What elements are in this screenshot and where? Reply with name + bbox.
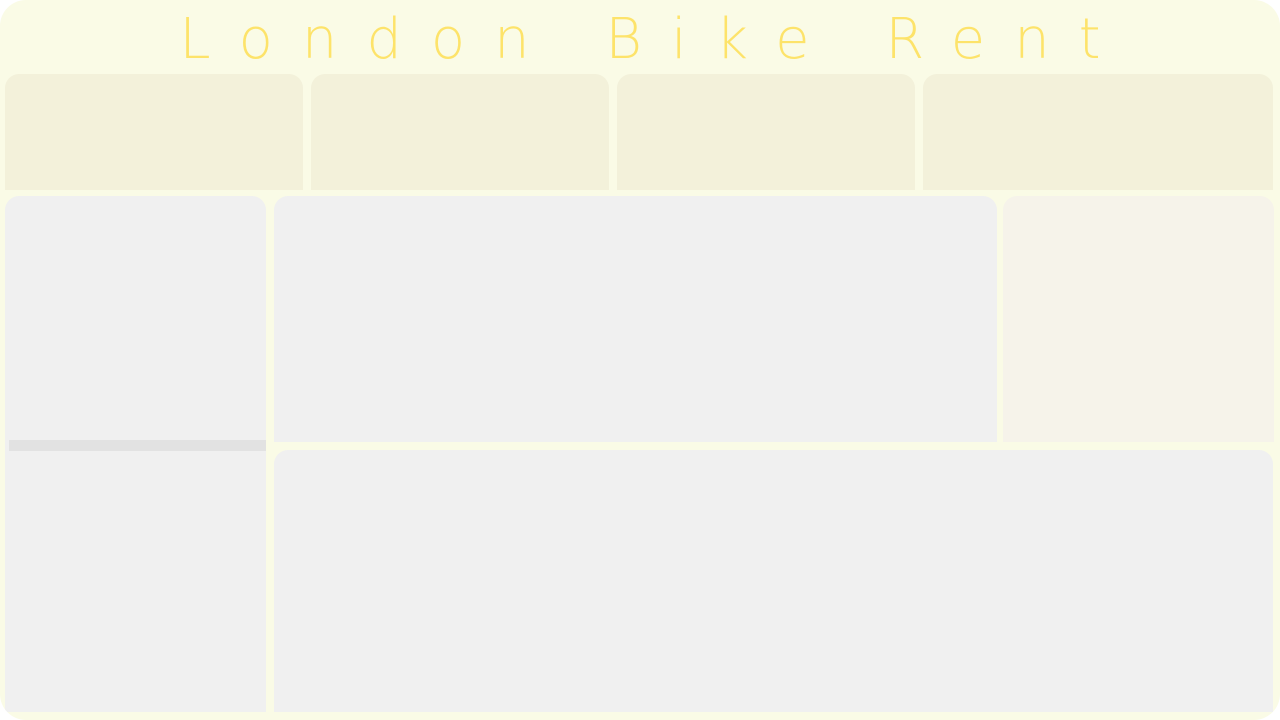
kpi-card-1	[5, 74, 303, 190]
page-title: London Bike Rent	[179, 7, 1130, 72]
bottom-chart-panel	[274, 450, 1273, 712]
side-info-panel	[1003, 196, 1274, 442]
left-filter-panel	[5, 196, 266, 712]
left-panel-divider	[9, 440, 266, 451]
kpi-card-3	[617, 74, 915, 190]
main-chart-panel	[274, 196, 997, 442]
kpi-card-2	[311, 74, 609, 190]
kpi-card-4	[923, 74, 1273, 190]
